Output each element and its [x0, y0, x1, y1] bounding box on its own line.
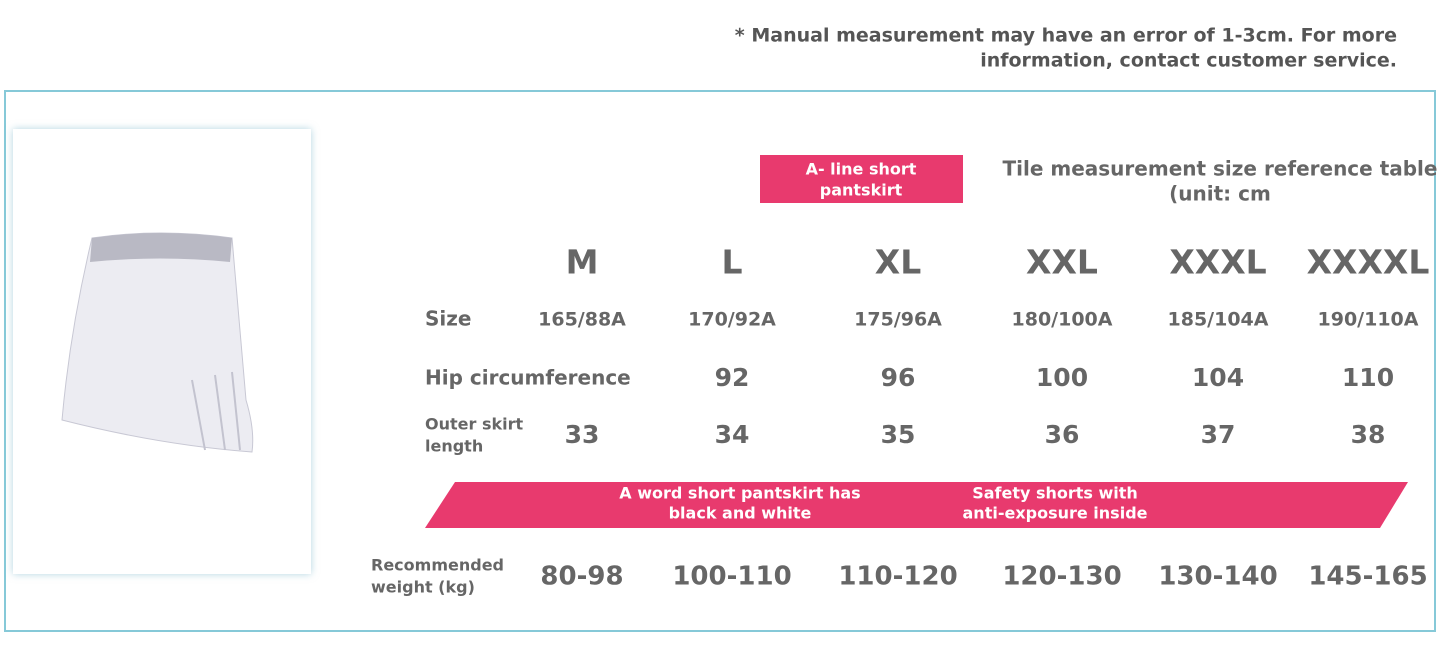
row-label: length [425, 437, 483, 456]
note: * Manual measurement may have an error o… [735, 25, 1397, 47]
frame [4, 90, 1436, 632]
banner-text: Safety shorts with [972, 484, 1138, 503]
banner-text: anti-exposure inside [963, 504, 1148, 523]
banner-text: black and white [669, 504, 812, 523]
content: * Manual measurement may have an error o… [371, 25, 1437, 597]
badge [760, 155, 963, 203]
cell: 180/100A [1012, 309, 1113, 331]
product-image [13, 129, 311, 574]
cell: 100-110 [672, 562, 791, 592]
cell: 100 [1036, 363, 1088, 392]
cell: 38 [1351, 420, 1386, 449]
cell: 96 [881, 363, 916, 392]
badge-text: pantskirt [820, 181, 903, 200]
cell: 185/104A [1168, 309, 1269, 331]
table-title: Tile measurement size reference table [1003, 157, 1438, 181]
size-header: XXL [1026, 243, 1098, 282]
row-label: Hip circumference [425, 366, 631, 390]
cell: 34 [715, 420, 750, 449]
banner-text: A word short pantskirt has [619, 484, 860, 503]
cell: 145-165 [1308, 562, 1427, 592]
row-label: Size [425, 307, 471, 331]
badge-text: A- line short [806, 160, 917, 179]
cell: 110 [1342, 363, 1394, 392]
cell: 165/88A [538, 309, 626, 331]
row-label: weight (kg) [371, 578, 475, 597]
cell: 80-98 [540, 562, 623, 592]
size-header: M [566, 243, 599, 282]
cell: 92 [715, 363, 750, 392]
note: information, contact customer service. [980, 50, 1397, 72]
cell: 190/110A [1318, 309, 1419, 331]
size-header: XXXXL [1307, 243, 1430, 282]
banner [425, 482, 1408, 528]
row-label: Recommended [371, 556, 504, 575]
cell: 104 [1192, 363, 1244, 392]
cell: 120-130 [1002, 562, 1121, 592]
cell: 110-120 [838, 562, 957, 592]
row-label: Outer skirt [425, 415, 523, 434]
cell: 130-140 [1158, 562, 1277, 592]
cell: 170/92A [688, 309, 776, 331]
table-title: (unit: cm [1169, 182, 1271, 206]
cell: 175/96A [854, 309, 942, 331]
cell: 36 [1045, 420, 1080, 449]
size-header: L [721, 243, 742, 282]
size-header: XXXL [1169, 243, 1266, 282]
cell: 37 [1201, 420, 1236, 449]
size-header: XL [875, 243, 921, 282]
cell: 33 [565, 420, 600, 449]
cell: 35 [881, 420, 916, 449]
